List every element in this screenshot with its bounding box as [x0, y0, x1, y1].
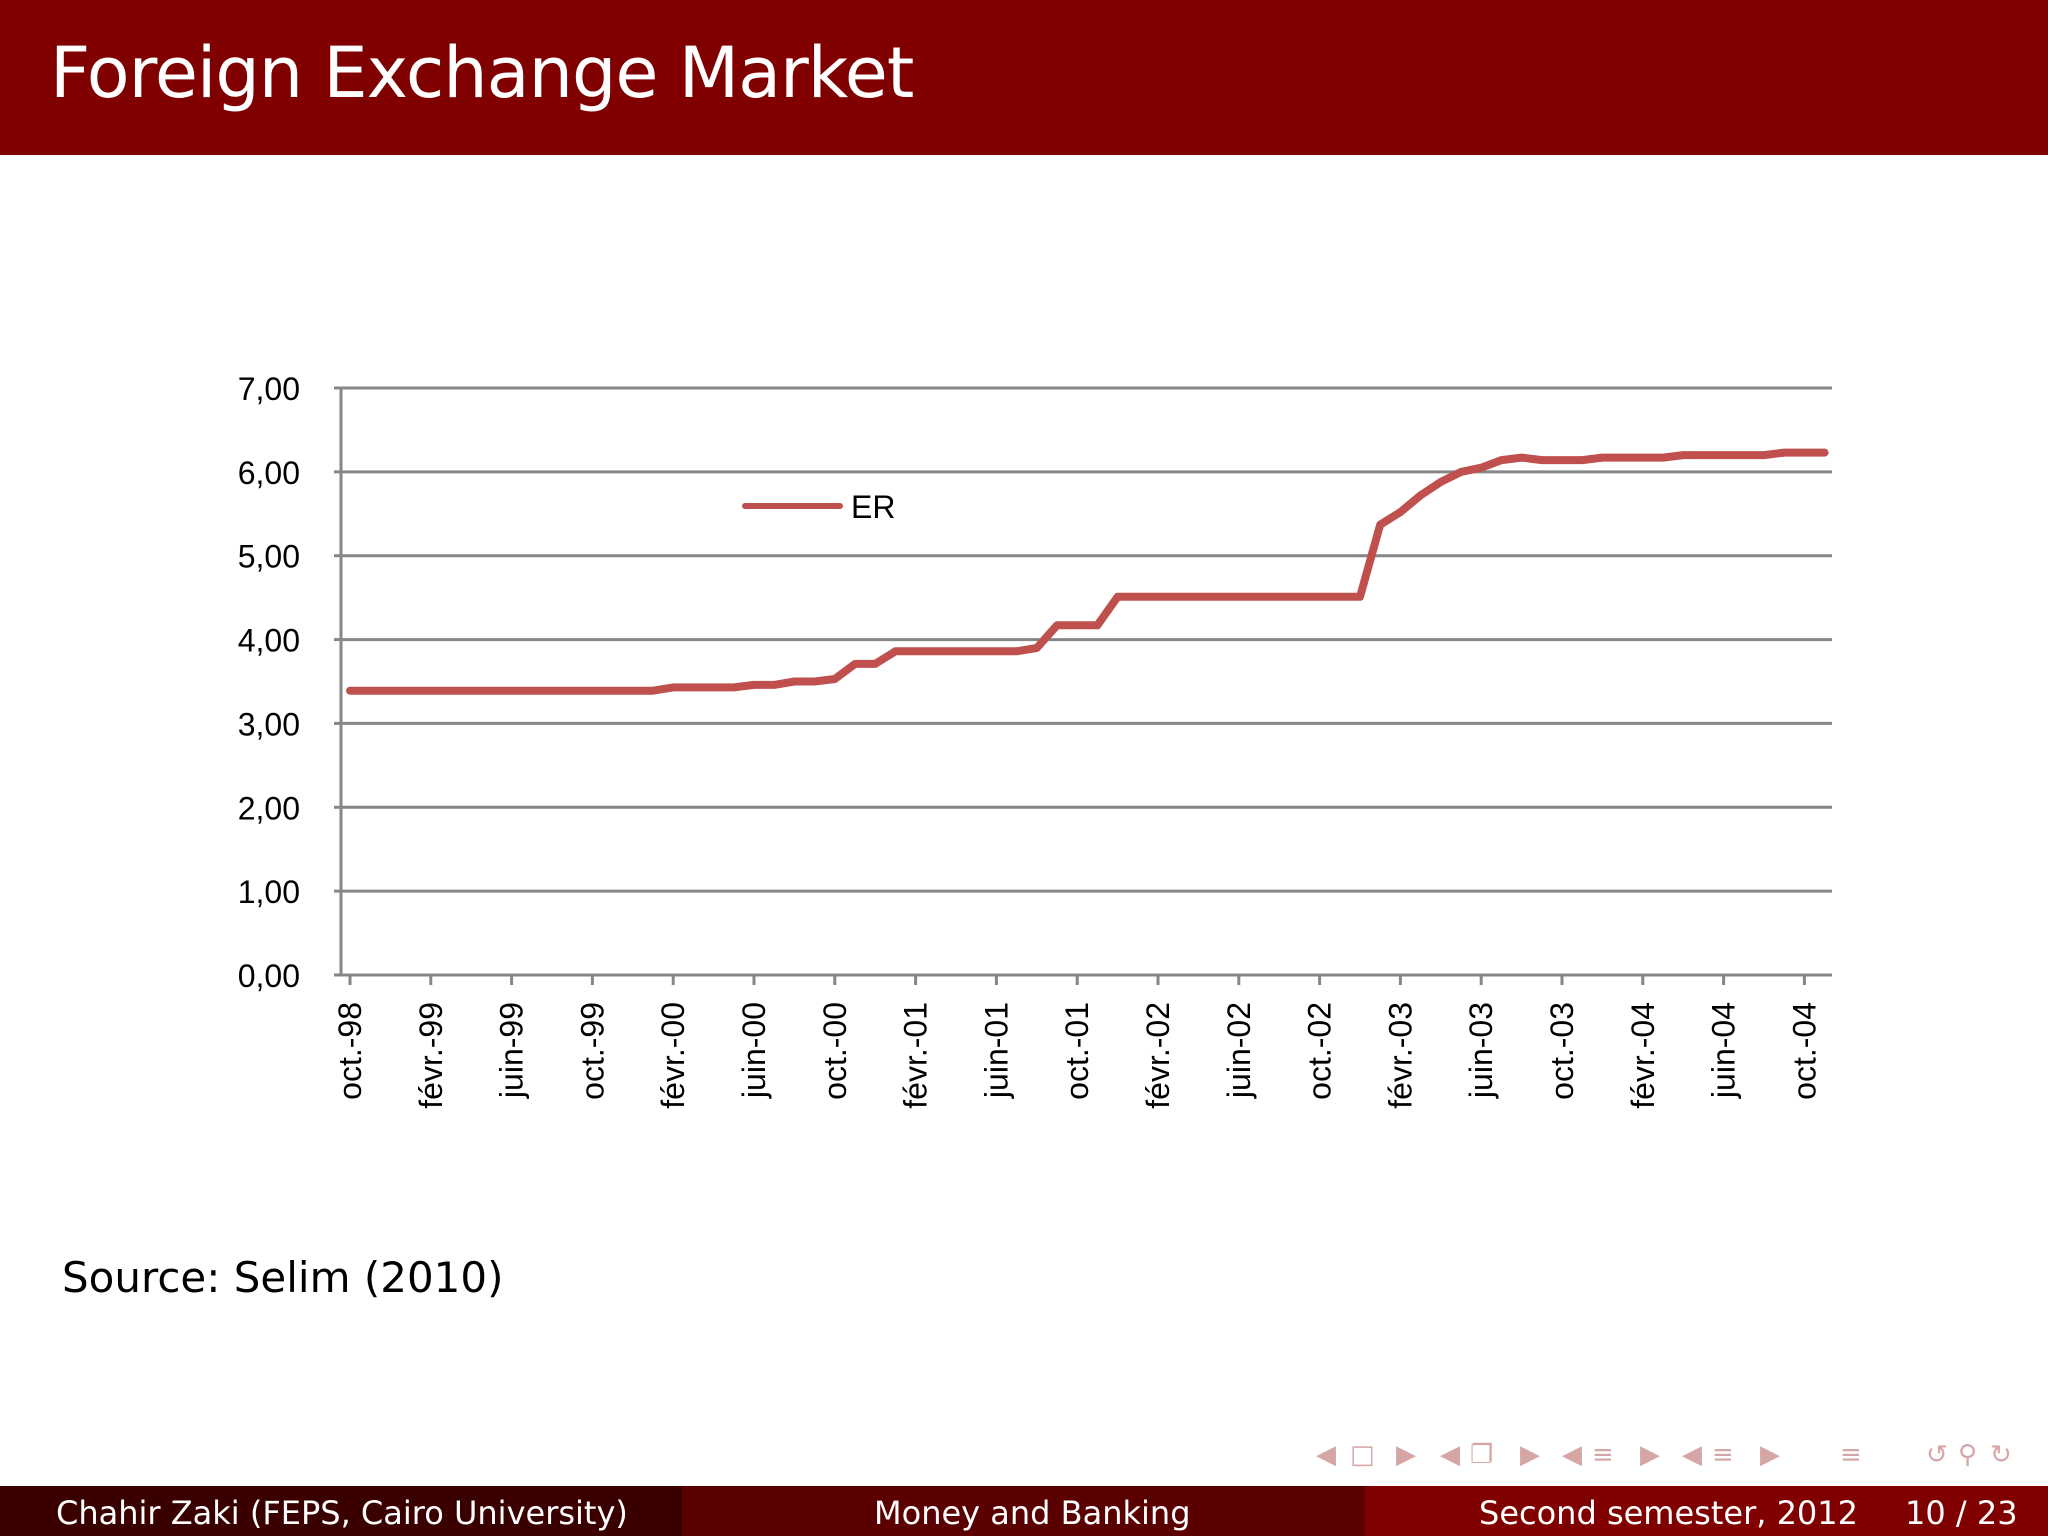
nav-prev-section-icon[interactable]: ◀ — [1562, 1440, 1582, 1470]
x-tick-label: oct.-98 — [332, 1002, 368, 1100]
footer-page: 10 / 23 — [1905, 1494, 2018, 1532]
x-tick-label: oct.-04 — [1786, 1002, 1822, 1100]
nav-next-part-icon[interactable]: ▶ — [1760, 1440, 1780, 1470]
footer-course: Money and Banking — [874, 1494, 1191, 1532]
y-tick-labels: 0,00 1,00 2,00 3,00 4,00 5,00 6,00 7,00 — [238, 371, 300, 994]
nav-prev-part-icon[interactable]: ◀ — [1682, 1440, 1702, 1470]
axes — [334, 386, 1832, 985]
part-icon[interactable]: ≡ — [1712, 1440, 1734, 1470]
y-tick-label: 4,00 — [238, 623, 300, 659]
x-tick-label: oct.-00 — [817, 1002, 853, 1100]
x-tick-label: févr.-99 — [413, 1002, 449, 1109]
y-tick-label: 7,00 — [238, 371, 300, 407]
nav-next-section-icon[interactable]: ▶ — [1640, 1440, 1660, 1470]
frame-icon[interactable]: □ — [1350, 1440, 1375, 1470]
x-tick-label: juin-00 — [736, 1002, 772, 1099]
y-tick-label: 0,00 — [238, 958, 300, 994]
legend-label-er: ER — [851, 489, 895, 525]
x-tick-label: juin-99 — [494, 1002, 530, 1099]
slide-title: Foreign Exchange Market — [50, 32, 914, 114]
navigation-controls: ◀ □ ▶ ◀ ❐ ▶ ◀ ≡ ▶ ◀ ≡ ▶ ≡ ↺ ⚲ ↻ — [1310, 1440, 2030, 1474]
x-tick-label: oct.-99 — [574, 1002, 610, 1100]
y-tick-label: 5,00 — [238, 539, 300, 575]
footer-middle: Money and Banking — [682, 1486, 1365, 1536]
x-tick-label: juin-01 — [978, 1002, 1014, 1099]
nav-next-frame-icon[interactable]: ▶ — [1396, 1440, 1416, 1470]
back-icon[interactable]: ↺ — [1926, 1440, 1948, 1470]
series-line-er — [346, 448, 1829, 695]
footer-author: Chahir Zaki (FEPS, Cairo University) — [56, 1494, 628, 1532]
forward-icon[interactable]: ↻ — [1990, 1440, 2012, 1470]
y-tick-label: 3,00 — [238, 706, 300, 742]
x-tick-labels: oct.-98 févr.-99 juin-99 oct.-99 févr.-00 jui… — [332, 1002, 1822, 1109]
footer: Chahir Zaki (FEPS, Cairo University) Mon… — [0, 1486, 2048, 1536]
x-tick-label: oct.-02 — [1302, 1002, 1338, 1100]
x-tick-label: févr.-03 — [1382, 1002, 1418, 1109]
y-tick-label: 6,00 — [238, 455, 300, 491]
nav-next-subsection-icon[interactable]: ▶ — [1520, 1440, 1540, 1470]
footer-date: Second semester, 2012 — [1479, 1494, 1858, 1532]
x-tick-label: oct.-01 — [1059, 1002, 1095, 1100]
y-tick-label: 2,00 — [238, 790, 300, 826]
y-tick-label: 1,00 — [238, 874, 300, 910]
gridlines — [341, 386, 1832, 893]
x-tick-label: juin-04 — [1706, 1002, 1742, 1099]
footer-right: Second semester, 2012 10 / 23 — [1365, 1486, 2048, 1536]
x-tick-label: juin-02 — [1221, 1002, 1257, 1099]
nav-prev-frame-icon[interactable]: ◀ — [1316, 1440, 1336, 1470]
x-tick-label: oct.-03 — [1544, 1002, 1580, 1100]
footer-left: Chahir Zaki (FEPS, Cairo University) — [0, 1486, 682, 1536]
outline-icon[interactable]: ≡ — [1840, 1440, 1862, 1470]
subsection-icon[interactable]: ❐ — [1470, 1440, 1494, 1470]
x-tick-label: juin-03 — [1463, 1002, 1499, 1099]
title-bar: Foreign Exchange Market — [0, 0, 2048, 155]
x-tick-label: févr.-02 — [1140, 1002, 1176, 1109]
search-icon[interactable]: ⚲ — [1958, 1440, 1978, 1470]
nav-prev-subsection-icon[interactable]: ◀ — [1440, 1440, 1460, 1470]
x-tick-label: févr.-00 — [655, 1002, 691, 1109]
x-tick-label: févr.-01 — [898, 1002, 934, 1109]
source-note: Source: Selim (2010) — [62, 1253, 504, 1302]
legend: ER — [742, 489, 895, 525]
series-layer — [346, 448, 1829, 695]
x-tick-label: févr.-04 — [1625, 1002, 1661, 1109]
section-icon[interactable]: ≡ — [1592, 1440, 1614, 1470]
